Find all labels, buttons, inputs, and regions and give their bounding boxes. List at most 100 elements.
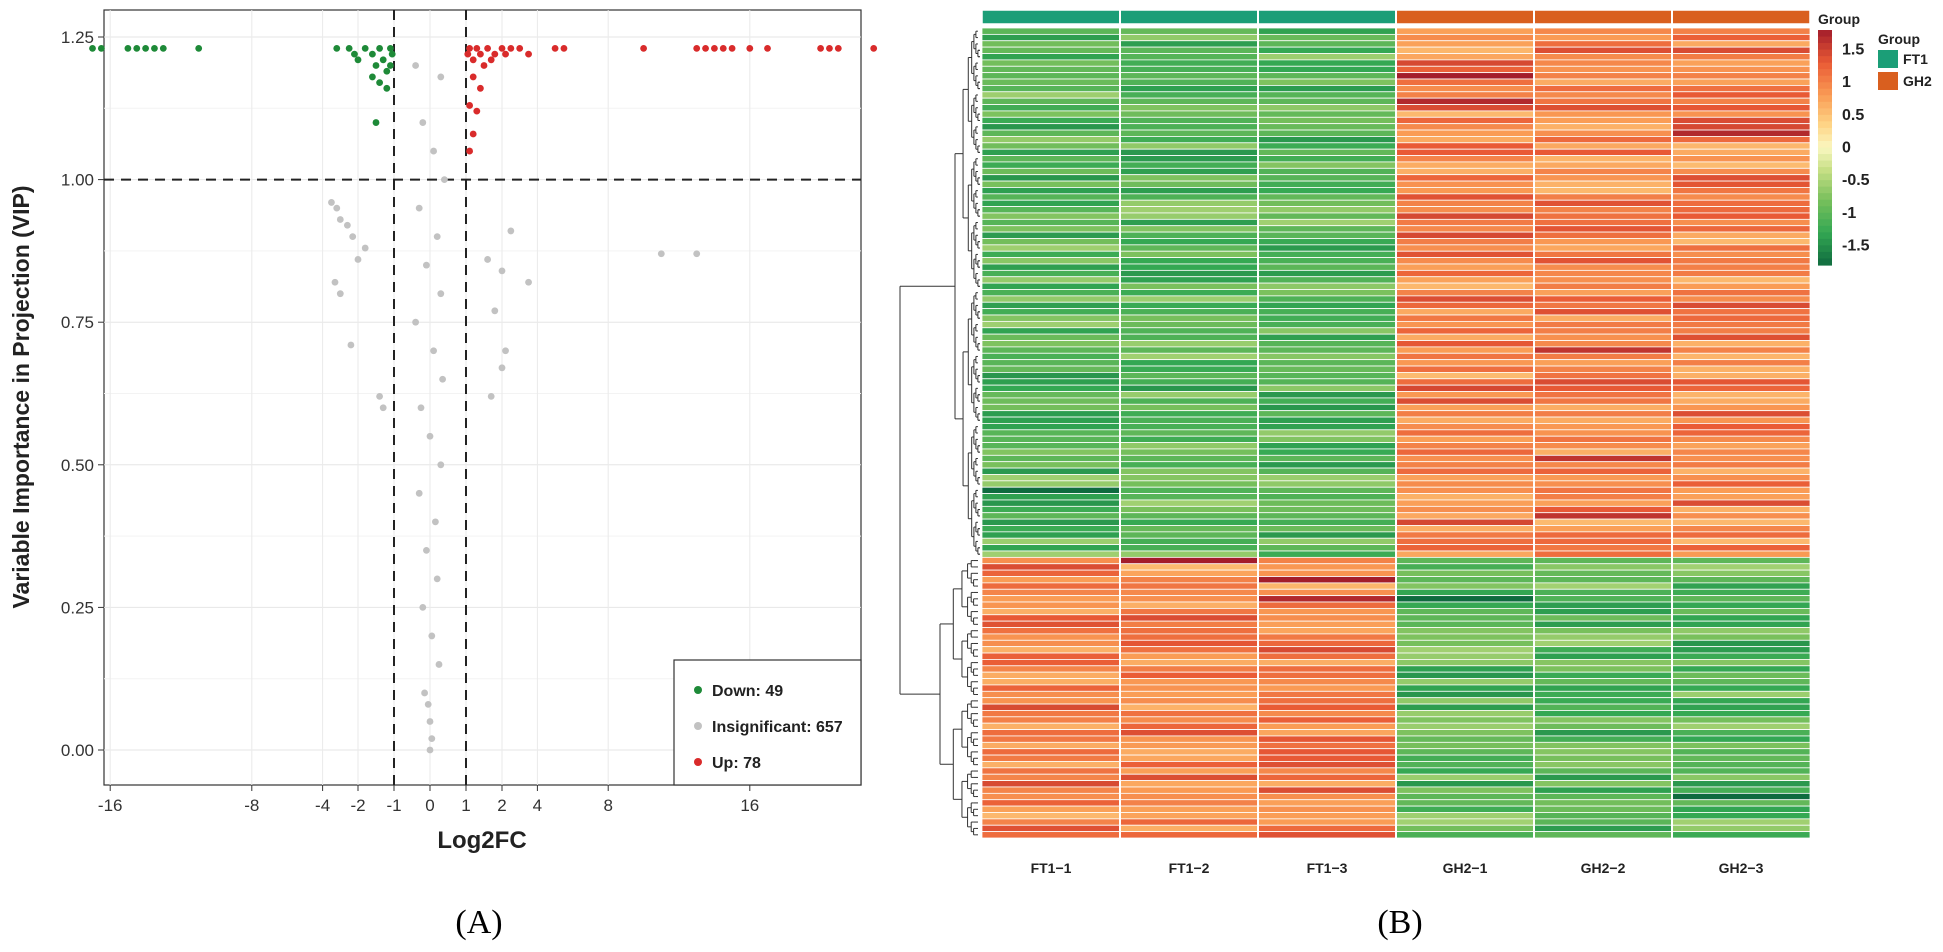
heatmap-cell [1533, 40, 1673, 48]
heatmap-cell [1671, 116, 1811, 125]
heatmap-cell [981, 72, 1121, 80]
group-bar-ft1 [981, 9, 1121, 25]
heatmap-cell [1671, 786, 1811, 794]
point-up [640, 45, 647, 52]
heatmap-cell [981, 257, 1121, 265]
point-down [142, 45, 150, 52]
heatmap-cell [1257, 193, 1397, 201]
heatmap-cell [1533, 646, 1673, 654]
heatmap-cell [1257, 257, 1397, 265]
heatmap-cell [1119, 314, 1259, 322]
y-tick-label: 1.25 [61, 28, 94, 47]
heatmap-cell [1395, 678, 1535, 686]
heatmap-cell [1671, 550, 1811, 558]
heatmap-cell [1257, 282, 1397, 290]
heatmap-cell [1395, 518, 1535, 526]
heatmap-cell [1533, 289, 1673, 297]
point-down [133, 45, 141, 52]
point-insignificant [343, 221, 351, 229]
heatmap-cell [1119, 773, 1259, 781]
point-up [469, 56, 477, 64]
heatmap-cell [1257, 646, 1397, 654]
heatmap-cell [1257, 690, 1397, 699]
heatmap-cell [1119, 550, 1259, 558]
heatmap-cell [1395, 372, 1535, 380]
heatmap-cell [1119, 263, 1259, 271]
heatmap-cell [981, 614, 1121, 622]
heatmap-cell [1395, 104, 1535, 112]
heatmap-cell [1395, 627, 1535, 635]
heatmap-cell [981, 295, 1121, 303]
heatmap-cell [1119, 799, 1259, 807]
heatmap-cell [1533, 684, 1673, 692]
heatmap-cell [1257, 671, 1397, 679]
heatmap-cell [1395, 569, 1535, 577]
color-scale-step [1818, 238, 1832, 247]
heatmap-cell [1533, 665, 1673, 673]
y-tick-label: 1.00 [61, 171, 94, 190]
point-insignificant [428, 632, 436, 640]
heatmap-cells [981, 10, 1811, 839]
heatmap-cell [1119, 792, 1259, 801]
heatmap-cell [1671, 308, 1811, 316]
heatmap-cell [1257, 269, 1397, 278]
volcano-thresholds [104, 10, 861, 785]
heatmap-cell [981, 410, 1121, 418]
heatmap-cell [1671, 805, 1811, 813]
heatmap-cell [1533, 544, 1673, 552]
heatmap-cell [981, 91, 1121, 99]
heatmap-cell [1671, 792, 1811, 801]
heatmap-cell [981, 206, 1121, 214]
heatmap-cell [1257, 174, 1397, 182]
heatmap-cell [981, 340, 1121, 348]
heatmap-cell [1533, 269, 1673, 278]
point-insignificant [421, 689, 428, 697]
heatmap-cell [1257, 525, 1397, 533]
heatmap-cell [1395, 289, 1535, 297]
heatmap-cell [1395, 59, 1535, 67]
heatmap-cell [1395, 136, 1535, 144]
heatmap-cell [1533, 799, 1673, 807]
heatmap-cell [1671, 372, 1811, 380]
heatmap-cell [1395, 684, 1535, 692]
heatmap-cell [1533, 780, 1673, 788]
heatmap-cell [1119, 72, 1259, 80]
heatmap-cell [1395, 142, 1535, 150]
heatmap-cell [1533, 142, 1673, 150]
heatmap-cell [981, 397, 1121, 405]
heatmap-cell [981, 525, 1121, 533]
point-insignificant [423, 261, 430, 269]
heatmap-cell [1671, 250, 1811, 259]
heatmap-cell [1671, 639, 1811, 648]
heatmap-cell [1533, 703, 1673, 711]
heatmap-cell [981, 563, 1121, 571]
color-scale-step [1818, 232, 1832, 240]
heatmap-cell [1257, 741, 1397, 750]
point-up [498, 45, 506, 52]
heatmap-cell [1533, 174, 1673, 182]
heatmap-cell [1119, 512, 1259, 520]
heatmap-cell [1119, 805, 1259, 813]
heatmap-cell [1257, 754, 1397, 762]
point-insignificant [424, 700, 432, 708]
heatmap-cell [1671, 722, 1811, 730]
heatmap-cell [1533, 110, 1673, 118]
heatmap-cell [1395, 722, 1535, 730]
heatmap-cell [981, 142, 1121, 150]
heatmap-cell [1119, 684, 1259, 692]
point-up [834, 45, 842, 52]
heatmap-cell [1671, 314, 1811, 322]
color-scale-step [1818, 173, 1832, 181]
point-insignificant [354, 256, 362, 263]
color-scale-step [1818, 127, 1832, 136]
heatmap-cell [1395, 167, 1535, 176]
heatmap-cell [1533, 97, 1673, 105]
heatmap-cell [1533, 690, 1673, 699]
volcano-legend-items: Down: 49 Insignificant: 657 Up: 78 [694, 683, 843, 772]
heatmap-cell [981, 512, 1121, 520]
heatmap-cell [1257, 773, 1397, 781]
heatmap-cell [981, 282, 1121, 290]
color-scale-step [1818, 108, 1832, 116]
heatmap-cell [1671, 397, 1811, 405]
heatmap-cell [1671, 78, 1811, 86]
